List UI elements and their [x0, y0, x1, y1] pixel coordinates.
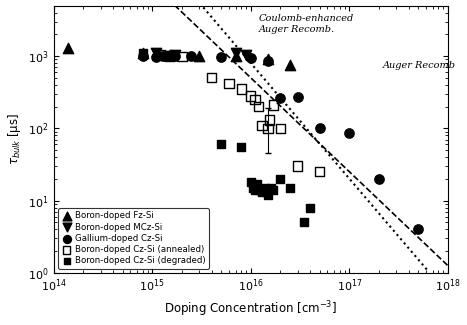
- Boron-doped Cz-Si (annealed): [316, 169, 324, 175]
- Gallium-doped Cz-Si: [171, 53, 179, 58]
- Gallium-doped Cz-Si: [316, 126, 324, 131]
- Boron-doped Cz-Si (annealed): [266, 117, 273, 123]
- Y-axis label: $\tau_{bulk}$ [µs]: $\tau_{bulk}$ [µs]: [6, 113, 22, 165]
- Gallium-doped Cz-Si: [375, 176, 383, 181]
- Gallium-doped Cz-Si: [188, 53, 195, 58]
- Gallium-doped Cz-Si: [160, 53, 167, 58]
- Boron-doped Cz-Si (degraded): [217, 142, 225, 147]
- Boron-doped Cz-Si (degraded): [270, 188, 277, 193]
- Boron-doped Cz-Si (degraded): [301, 220, 308, 225]
- Boron-doped Fz-Si: [264, 57, 272, 62]
- Boron-doped Cz-Si (annealed): [294, 163, 302, 169]
- Boron-doped Fz-Si: [232, 53, 239, 58]
- Gallium-doped Cz-Si: [415, 227, 422, 232]
- Boron-doped Cz-Si (annealed): [277, 126, 284, 131]
- Boron-doped Cz-Si (annealed): [270, 102, 277, 108]
- Boron-doped Cz-Si (annealed): [258, 123, 266, 128]
- Gallium-doped Cz-Si: [247, 55, 255, 60]
- Boron-doped Cz-Si (annealed): [238, 86, 245, 92]
- Boron-doped MCz-Si: [242, 52, 250, 57]
- Boron-doped Cz-Si (degraded): [238, 145, 245, 150]
- Boron-doped Fz-Si: [286, 62, 294, 68]
- Boron-doped Cz-Si (annealed): [251, 97, 259, 102]
- Boron-doped Cz-Si (degraded): [286, 185, 294, 190]
- Boron-doped MCz-Si: [153, 50, 160, 56]
- Boron-doped Cz-Si (degraded): [267, 185, 275, 190]
- Boron-doped Cz-Si (annealed): [156, 52, 164, 57]
- Boron-doped Cz-Si (degraded): [255, 188, 262, 193]
- Boron-doped Cz-Si (annealed): [208, 75, 215, 80]
- Boron-doped Cz-Si (degraded): [258, 190, 266, 195]
- Boron-doped Cz-Si (annealed): [255, 104, 262, 109]
- Gallium-doped Cz-Si: [264, 58, 272, 64]
- Gallium-doped Cz-Si: [277, 96, 284, 101]
- X-axis label: Doping Concentration [cm$^{-3}$]: Doping Concentration [cm$^{-3}$]: [164, 300, 337, 319]
- Gallium-doped Cz-Si: [139, 53, 146, 58]
- Boron-doped Cz-Si (degraded): [247, 179, 255, 185]
- Boron-doped Fz-Si: [196, 53, 203, 58]
- Boron-doped Fz-Si: [64, 45, 72, 50]
- Text: Auger Recomb: Auger Recomb: [383, 60, 456, 70]
- Boron-doped Cz-Si (degraded): [166, 52, 173, 57]
- Gallium-doped Cz-Si: [217, 54, 225, 59]
- Boron-doped Fz-Si: [139, 50, 146, 56]
- Boron-doped Cz-Si (degraded): [253, 181, 261, 187]
- Boron-doped MCz-Si: [171, 52, 179, 57]
- Boron-doped Cz-Si (annealed): [247, 93, 255, 98]
- Boron-doped Cz-Si (degraded): [251, 188, 259, 193]
- Boron-doped Cz-Si (degraded): [156, 53, 164, 58]
- Gallium-doped Cz-Si: [294, 95, 302, 100]
- Boron-doped Cz-Si (annealed): [264, 126, 272, 131]
- Boron-doped Cz-Si (degraded): [264, 192, 272, 198]
- Boron-doped Cz-Si (degraded): [306, 205, 314, 210]
- Boron-doped Cz-Si (degraded): [262, 185, 269, 190]
- Boron-doped Cz-Si (degraded): [277, 176, 284, 181]
- Boron-doped Cz-Si (degraded): [249, 185, 256, 190]
- Boron-doped Cz-Si (annealed): [225, 81, 233, 86]
- Gallium-doped Cz-Si: [153, 54, 160, 59]
- Text: Coulomb-enhanced
Auger Recomb.: Coulomb-enhanced Auger Recomb.: [259, 14, 354, 33]
- Boron-doped Cz-Si (degraded): [139, 50, 146, 56]
- Boron-doped Cz-Si (annealed): [178, 54, 185, 59]
- Boron-doped MCz-Si: [232, 50, 239, 56]
- Legend: Boron-doped Fz-Si, Boron-doped MCz-Si, Gallium-doped Cz-Si, Boron-doped Cz-Si (a: Boron-doped Fz-Si, Boron-doped MCz-Si, G…: [58, 208, 209, 268]
- Gallium-doped Cz-Si: [346, 131, 353, 136]
- Boron-doped Fz-Si: [166, 52, 173, 57]
- Boron-doped Cz-Si (annealed): [166, 53, 173, 58]
